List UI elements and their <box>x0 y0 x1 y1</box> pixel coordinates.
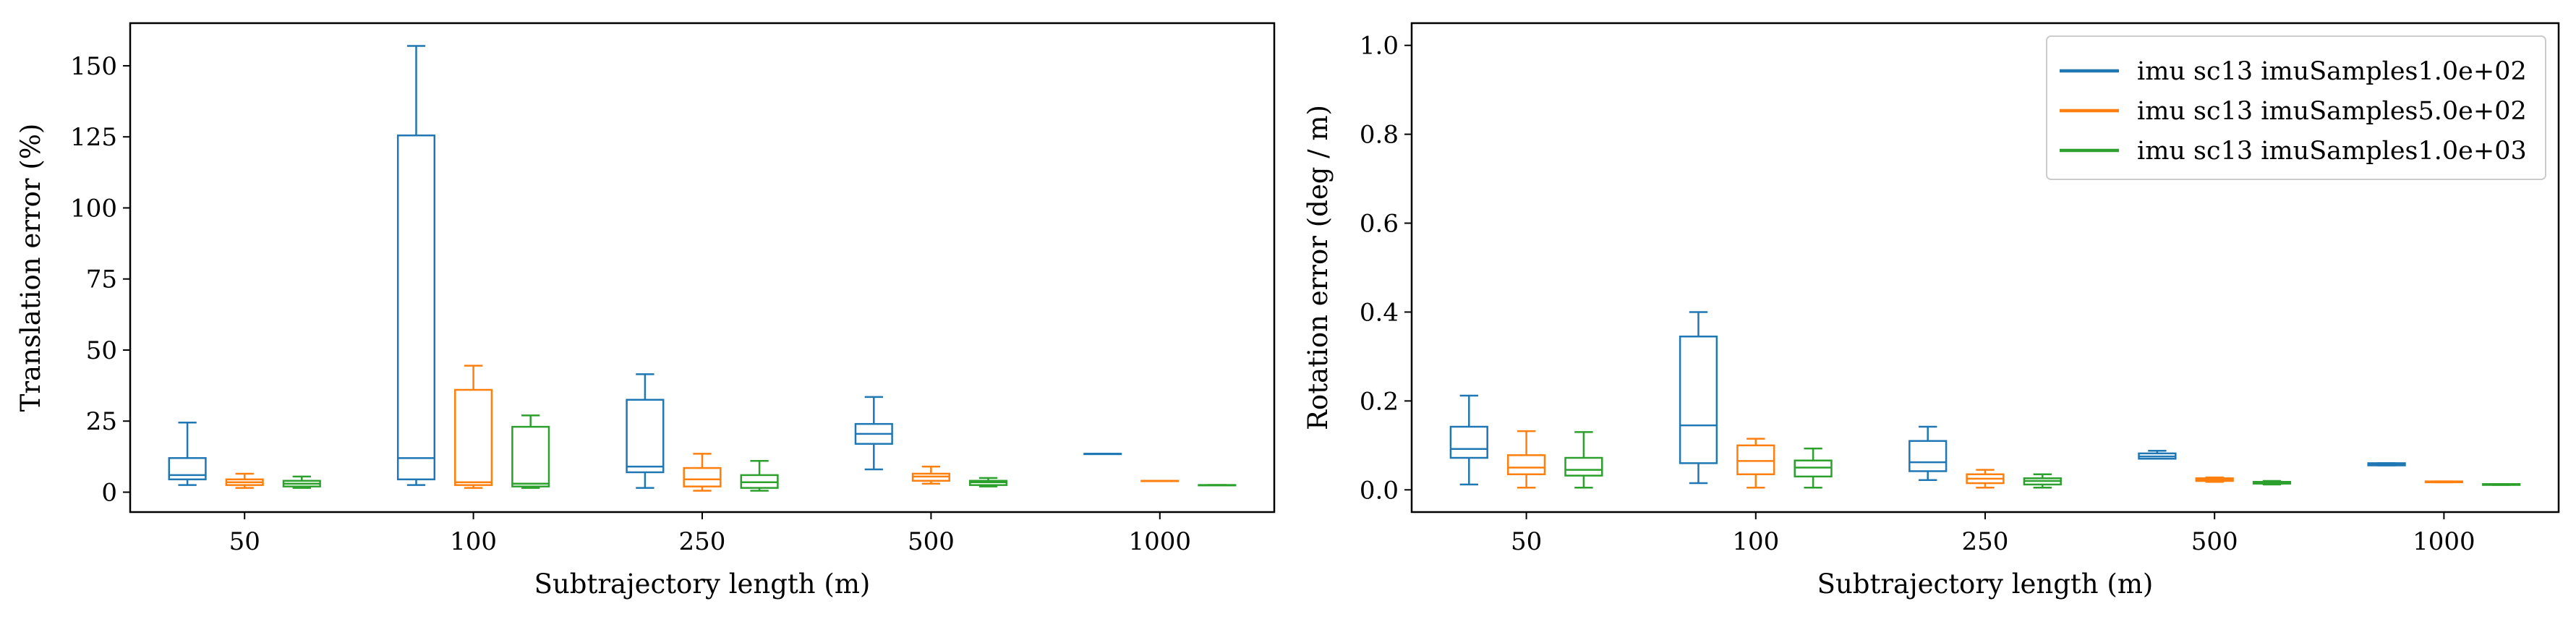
axes-frame <box>129 22 1276 514</box>
y-tick-label: 150 <box>70 52 117 81</box>
box-body <box>683 466 722 487</box>
box-plot <box>1083 453 1122 456</box>
legend-label: imu sc13 imuSamples1.0e+02 <box>2137 57 2527 86</box>
box-plot <box>1679 311 1718 485</box>
box-plot <box>911 465 950 485</box>
box-plot <box>2023 473 2062 489</box>
x-tick-label: 500 <box>2191 527 2238 556</box>
box-body <box>396 134 436 481</box>
legend-entry: imu sc13 imuSamples1.0e+03 <box>2060 137 2527 166</box>
box-plot <box>1564 431 1603 489</box>
legend-frame <box>2046 35 2546 180</box>
x-tick-label: 500 <box>908 527 955 556</box>
box-body <box>511 425 550 487</box>
box-plot <box>854 396 893 471</box>
translation-x-axis-label: Subtrajectory length (m) <box>534 568 871 600</box>
translation-error-panel: 0 25 50 75 100 125 150 50 100 250 500 1000 Subtraje… <box>15 22 1276 600</box>
legend-label: imu sc13 imuSamples5.0e+02 <box>2137 97 2527 126</box>
y-tick-label: 0.4 <box>1360 298 1399 327</box>
legend: imu sc13 imuSamples1.0e+02 imu sc13 imuS… <box>2046 35 2546 180</box>
x-tick-label: 50 <box>1511 527 1542 556</box>
y-tick-label: 0.2 <box>1360 387 1399 416</box>
x-tick-label: 250 <box>1962 527 2009 556</box>
x-tick-label: 250 <box>679 527 726 556</box>
rotation-plot-area: 0.0 0.2 0.4 0.6 0.8 1.0 50 100 250 500 1000 <box>1360 22 2560 556</box>
box-plot <box>454 365 493 489</box>
legend-label: imu sc13 imuSamples1.0e+03 <box>2137 137 2527 166</box>
box-plot <box>1198 484 1237 487</box>
box-plot <box>282 475 321 489</box>
y-tick-label: 0 <box>101 478 117 507</box>
y-tick-label: 0.8 <box>1360 121 1399 150</box>
y-tick-label: 50 <box>86 336 117 365</box>
box-body <box>1908 440 1948 472</box>
box-body <box>168 457 207 481</box>
box-plot <box>1794 447 1833 489</box>
box-plot <box>1140 480 1180 482</box>
box-plot <box>225 472 264 489</box>
box-body <box>626 399 665 474</box>
box-plot <box>1908 425 1948 482</box>
box-plot <box>396 45 436 486</box>
translation-y-axis-label: Translation error (%) <box>15 124 46 412</box>
translation-plot-area: 0 25 50 75 100 125 150 50 100 250 500 1000 <box>70 22 1276 556</box>
y-tick-label: 1.0 <box>1360 32 1399 61</box>
legend-entry: imu sc13 imuSamples5.0e+02 <box>2060 97 2527 126</box>
box-body <box>1679 336 1718 464</box>
box-plot <box>1506 430 1546 489</box>
box-plot <box>2195 476 2234 483</box>
box-plot <box>1736 438 1775 489</box>
box-plot <box>2367 462 2406 466</box>
box-plot <box>2252 480 2292 486</box>
y-tick-label: 125 <box>70 123 117 152</box>
legend-entry: imu sc13 imuSamples1.0e+02 <box>2060 57 2527 86</box>
box-body <box>1564 456 1603 477</box>
x-tick-label: 100 <box>1732 527 1779 556</box>
box-body <box>1736 444 1775 476</box>
x-tick-label: 50 <box>229 527 260 556</box>
y-tick-label: 100 <box>70 194 117 223</box>
box-body <box>1506 454 1546 476</box>
box-plot <box>511 414 550 489</box>
box-plot <box>1966 469 2005 489</box>
box-plot <box>683 453 722 492</box>
x-tick-label: 1000 <box>1129 527 1192 556</box>
box-plot <box>2482 483 2521 486</box>
box-plot <box>968 477 1008 487</box>
box-plot <box>1449 394 1488 486</box>
box-plot <box>168 421 207 486</box>
box-plot <box>2138 449 2177 460</box>
x-tick-label: 100 <box>450 527 497 556</box>
rotation-y-axis-label: Rotation error (deg / m) <box>1302 105 1334 430</box>
box-body <box>1449 425 1488 459</box>
y-tick-label: 75 <box>86 265 117 294</box>
box-plot <box>626 373 665 489</box>
box-plot <box>740 460 779 492</box>
box-body <box>454 388 493 486</box>
y-tick-label: 25 <box>86 407 117 436</box>
x-tick-label: 1000 <box>2413 527 2475 556</box>
y-tick-label: 0.0 <box>1360 476 1399 505</box>
y-tick-label: 0.6 <box>1360 210 1399 239</box>
rotation-x-axis-label: Subtrajectory length (m) <box>1817 568 2154 600</box>
rotation-error-panel: 0.0 0.2 0.4 0.6 0.8 1.0 50 100 250 500 1000 Subtra… <box>1302 22 2560 600</box>
